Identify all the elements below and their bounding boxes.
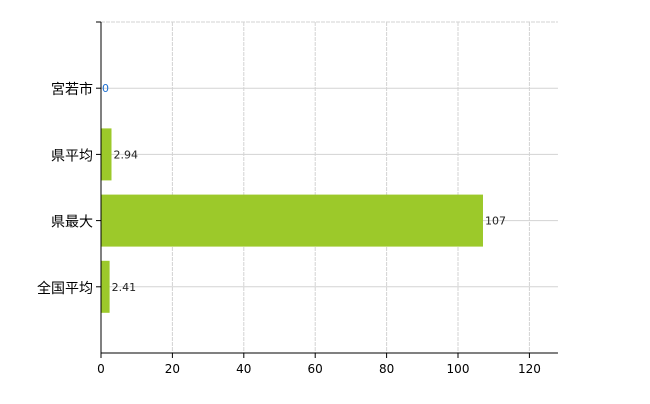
- x-tick-label: 80: [379, 362, 394, 376]
- bars: [101, 128, 483, 313]
- data-label: 107: [485, 215, 506, 228]
- data-label: 2.94: [113, 148, 137, 161]
- x-tick-label: 60: [308, 362, 323, 376]
- bar: [101, 128, 112, 181]
- bar: [101, 260, 110, 313]
- x-tick-label: 20: [165, 362, 180, 376]
- axes: [96, 21, 558, 358]
- labels: 0 宮若市 2.94 県平均 107 県最大 2.41 全国平均 0 20 40 60 80 100 120: [37, 81, 541, 376]
- category-label: 県平均: [51, 148, 93, 164]
- category-label: 宮若市: [51, 81, 93, 98]
- x-tick-label: 120: [518, 362, 541, 376]
- category-label: 県最大: [51, 215, 93, 231]
- grid: [101, 21, 558, 353]
- x-tick-label: 100: [447, 362, 470, 376]
- bar: [101, 194, 483, 247]
- category-label: 全国平均: [37, 280, 93, 297]
- x-tick-label: 40: [236, 362, 251, 376]
- x-tick-label: 0: [97, 362, 105, 376]
- data-label: 0: [102, 82, 109, 95]
- data-label: 2.41: [112, 281, 137, 294]
